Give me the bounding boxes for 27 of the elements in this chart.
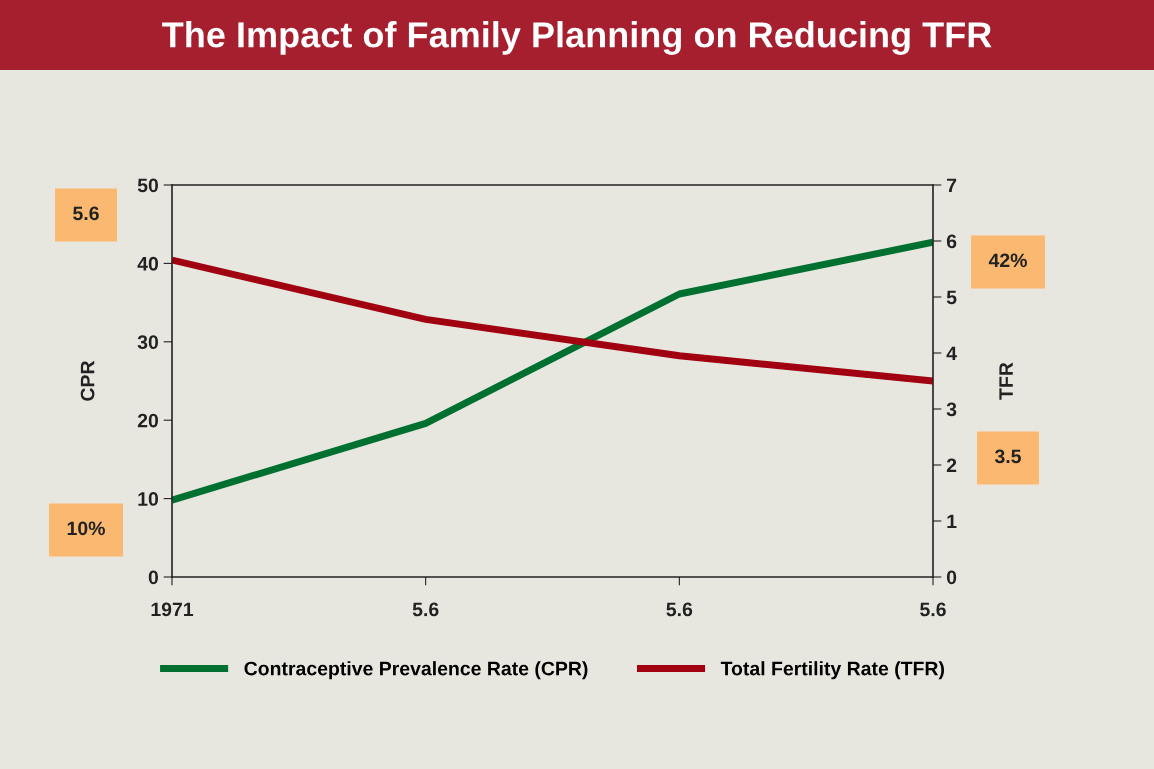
text: 42% (988, 253, 1027, 268)
x-tick-label: 5.6 (920, 602, 946, 617)
chart-title: The Impact of Family Planning on Reducing TFR (162, 21, 992, 55)
text: 3.5 (994, 449, 1021, 464)
y2-tick-label: 7 (947, 178, 957, 193)
y2-tick-label: 5 (946, 290, 957, 305)
x-tick-label: 1971 (151, 602, 194, 617)
y2-tick-label: 3 (946, 402, 957, 417)
y2-tick-label: 1 (947, 514, 957, 529)
text: 5.6 (73, 206, 99, 221)
y2-tick-label: 6 (946, 234, 957, 249)
y-tick-label: 50 (137, 178, 159, 193)
text: 10% (67, 521, 105, 536)
y-tick-label: 40 (137, 256, 159, 271)
y2-axis-title: TFR (999, 362, 1013, 400)
y2-tick-label: 2 (946, 458, 957, 473)
x-tick-label: 5.6 (666, 602, 693, 617)
legend-label: Contraceptive Prevalence Rate (CPR) (244, 661, 588, 680)
legend-label: Total Fertility Rate (TFR) (720, 661, 944, 680)
y2-tick-label: 0 (946, 570, 957, 585)
y-tick-label: 20 (137, 413, 159, 428)
y-tick-label: 0 (148, 570, 159, 585)
y-axis-title: CPR (80, 360, 95, 401)
x-tick-label: 5.6 (412, 602, 439, 617)
y-tick-label: 10 (138, 492, 159, 506)
y2-tick-label: 4 (946, 346, 957, 361)
y-tick-label: 30 (137, 335, 159, 350)
